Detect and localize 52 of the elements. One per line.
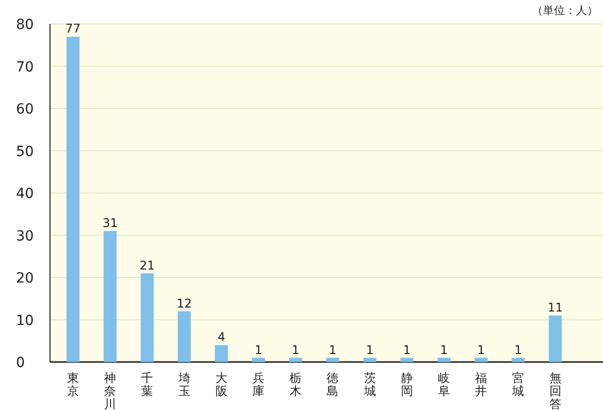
text: （単位：人） — [532, 4, 598, 17]
data-label: 1 — [514, 342, 522, 357]
bar — [363, 358, 376, 362]
bar — [66, 36, 80, 362]
bar — [474, 358, 488, 362]
x-tick-label: 宮城 — [511, 371, 524, 398]
data-label: 12 — [176, 296, 192, 310]
data-label: 1 — [292, 342, 300, 357]
data-label: 11 — [548, 300, 563, 315]
y-tick-label: 70 — [16, 59, 34, 76]
x-tick-label: 福井 — [475, 371, 488, 398]
x-tick-label: 無回答 — [549, 371, 562, 410]
bar — [252, 358, 265, 362]
bar — [104, 231, 117, 362]
y-tick-label: 60 — [16, 102, 34, 118]
y-tick-label: 20 — [16, 270, 34, 286]
data-label: 1 — [403, 342, 411, 357]
bar — [178, 311, 191, 362]
data-label: 31 — [102, 216, 118, 230]
data-label: 21 — [140, 258, 155, 272]
y-tick-label: 30 — [16, 228, 34, 244]
x-tick-label: 兵庫 — [252, 371, 264, 398]
bar — [512, 358, 525, 362]
bar — [289, 358, 302, 362]
x-tick-label: 栃木 — [290, 371, 302, 398]
bar — [438, 358, 450, 362]
y-tick-label: 10 — [16, 312, 34, 329]
data-label: 1 — [440, 342, 448, 357]
data-label: 1 — [366, 342, 374, 357]
x-tick-label: 静岡 — [400, 371, 413, 398]
x-tick-label: 徳島 — [326, 371, 339, 398]
data-label: 77 — [65, 22, 81, 36]
y-tick-label: 40 — [16, 186, 34, 202]
x-tick-label: 大阪 — [215, 371, 228, 398]
x-tick-label: 埼玉 — [177, 371, 190, 398]
y-tick-label: 0 — [16, 355, 25, 371]
data-label: 1 — [328, 342, 337, 357]
x-tick-label: 茨城 — [362, 371, 376, 398]
bar — [548, 316, 562, 362]
y-tick-label: 50 — [16, 144, 34, 160]
x-tick-label: 岐阜 — [438, 371, 450, 398]
x-tick-label: 千葉 — [141, 371, 154, 398]
bar — [140, 273, 154, 362]
y-tick-label: 80 — [16, 17, 34, 33]
data-label: 1 — [477, 342, 485, 357]
x-tick-label: 神奈川 — [104, 371, 116, 410]
bar — [400, 358, 414, 362]
x-tick-label: 東京 — [67, 371, 79, 398]
bar — [214, 345, 228, 362]
data-label: 1 — [254, 342, 262, 357]
data-label: 4 — [218, 330, 226, 344]
bar — [326, 358, 340, 362]
